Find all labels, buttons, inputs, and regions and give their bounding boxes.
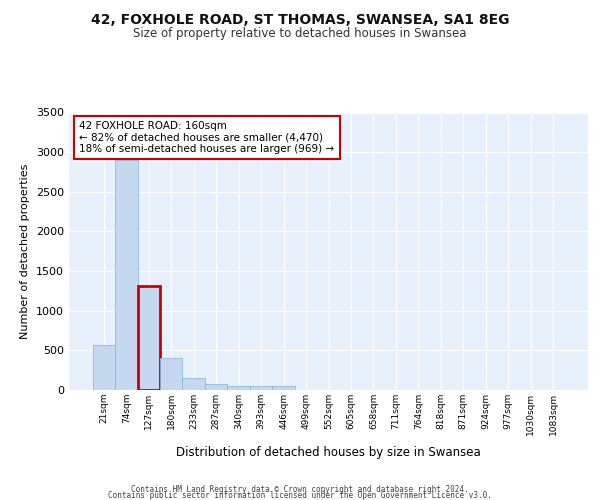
Bar (227, 386, 250, 390)
Bar (272, 386, 295, 390)
Text: 42, FOXHOLE ROAD, ST THOMAS, SWANSEA, SA1 8EG: 42, FOXHOLE ROAD, ST THOMAS, SWANSEA, SA… (91, 12, 509, 26)
X-axis label: Distribution of detached houses by size in Swansea: Distribution of detached houses by size … (176, 446, 481, 459)
Bar (137, 286, 160, 390)
Text: Contains public sector information licensed under the Open Government Licence v3: Contains public sector information licen… (108, 491, 492, 500)
Text: Size of property relative to detached houses in Swansea: Size of property relative to detached ho… (133, 28, 467, 40)
Bar (115, 160, 137, 390)
Bar (160, 358, 182, 390)
Bar (182, 378, 205, 390)
Text: Contains HM Land Registry data © Crown copyright and database right 2024.: Contains HM Land Registry data © Crown c… (131, 485, 469, 494)
Bar (92, 345, 115, 390)
Bar (205, 384, 227, 390)
Y-axis label: Number of detached properties: Number of detached properties (20, 164, 31, 339)
Text: 42 FOXHOLE ROAD: 160sqm
← 82% of detached houses are smaller (4,470)
18% of semi: 42 FOXHOLE ROAD: 160sqm ← 82% of detache… (79, 121, 335, 154)
Bar (250, 386, 272, 390)
